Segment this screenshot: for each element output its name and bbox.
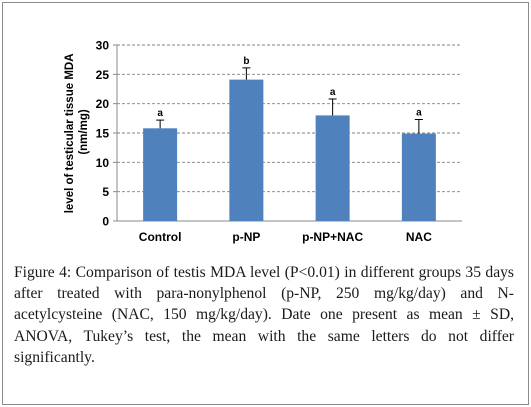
y-tick-label-4: 20 (96, 97, 110, 111)
y-axis-label-line-1: level of testicular tissue MDA (64, 54, 76, 213)
x-tick-label-1: p-NP (232, 230, 260, 244)
x-tick-label-2: p-NP+NAC (302, 230, 363, 244)
bar-1 (229, 79, 264, 221)
significance-letter-3: a (416, 108, 422, 119)
y-tick-label-1: 5 (102, 185, 109, 199)
y-tick-label-3: 15 (96, 127, 110, 141)
bars (143, 67, 436, 221)
significance-letter-0: a (157, 108, 163, 119)
y-tick-label-6: 30 (96, 39, 110, 53)
bar-chart: 0 5 10 15 20 25 30 a Control b p-NP a p-NP+NAC a NAC l… (64, 39, 462, 245)
y-axis-label: level of testicular tissue MDA (nm/mg) (64, 51, 90, 214)
y-tick-label-2: 10 (96, 156, 110, 170)
significance-letter-2: a (330, 87, 336, 98)
x-tick-label-3: NAC (406, 230, 432, 244)
figure-caption: Figure 4: Comparison of testis MDA level… (14, 262, 514, 368)
y-tick-label-0: 0 (102, 215, 109, 229)
y-tick-label-5: 25 (96, 68, 110, 82)
caption-label: Figure 4: (14, 264, 72, 281)
bar-3 (401, 133, 436, 221)
bar-0 (143, 128, 178, 221)
y-axis-label-line-2: (nm/mg) (78, 109, 90, 155)
significance-letter-1: b (243, 56, 249, 67)
x-tick-label-0: Control (139, 230, 182, 244)
bar-2 (315, 115, 350, 221)
labels: 0 5 10 15 20 25 30 a Control b p-NP a p-NP+NAC a NAC (96, 39, 433, 245)
caption-text: Comparison of testis MDA level (P<0.01) … (14, 264, 514, 366)
